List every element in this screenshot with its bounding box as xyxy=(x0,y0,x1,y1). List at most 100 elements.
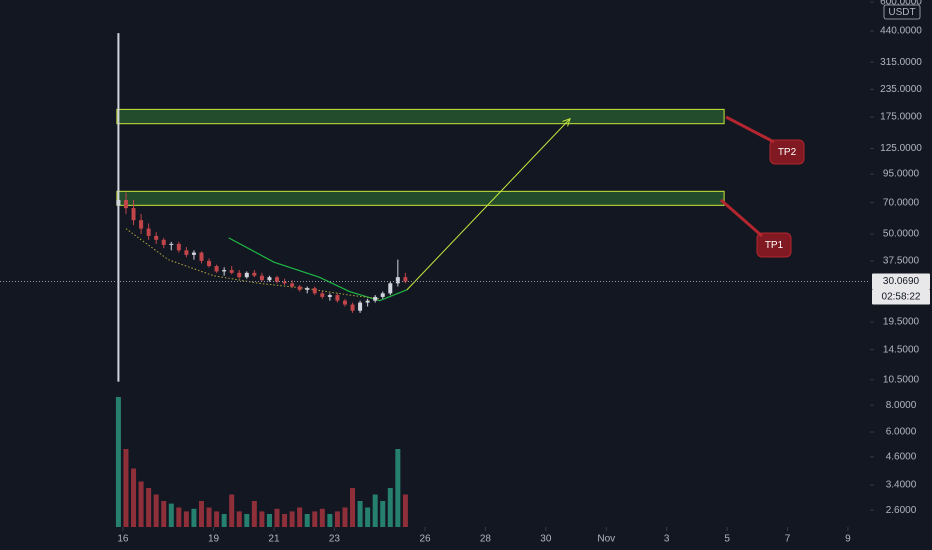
volume-bar xyxy=(327,514,333,527)
candle-body xyxy=(312,288,317,294)
candle-body xyxy=(342,300,347,305)
candle-body xyxy=(403,277,408,282)
volume-bar xyxy=(289,511,295,527)
candle-body xyxy=(252,272,257,276)
y-tick-label: 8.0000 xyxy=(886,400,917,411)
candle-body xyxy=(305,288,310,290)
candle-body xyxy=(350,304,355,311)
x-tick-label: 23 xyxy=(329,534,341,545)
candle-body xyxy=(365,300,370,303)
x-tick-label: 3 xyxy=(664,534,670,545)
candle-body xyxy=(123,199,128,209)
indicator-line xyxy=(228,237,408,302)
volume-bar xyxy=(229,494,235,527)
arrow-head xyxy=(562,117,571,127)
volume-bar xyxy=(168,503,174,527)
volume-bar xyxy=(312,511,318,527)
volume-bar xyxy=(365,507,371,527)
candle-body xyxy=(116,199,121,206)
y-tick-label: 440.0000 xyxy=(880,26,922,37)
candle-body xyxy=(388,283,393,294)
y-tick-label: 2.6000 xyxy=(886,505,917,516)
volume-bar xyxy=(123,449,129,527)
volume-bar xyxy=(380,501,386,527)
volume-bar xyxy=(131,468,137,527)
callout-box xyxy=(769,139,805,165)
x-tick-label: 19 xyxy=(208,534,220,545)
candle-body xyxy=(139,220,144,229)
target-zone xyxy=(116,190,725,206)
y-tick-label: 235.0000 xyxy=(880,84,922,95)
candle-body xyxy=(146,228,151,236)
volume-bar xyxy=(236,511,242,527)
volume-bar xyxy=(304,514,310,527)
candle-body xyxy=(237,272,242,278)
volume-bar xyxy=(206,507,212,527)
candle-body xyxy=(335,295,340,301)
volume-bar xyxy=(334,511,340,527)
candle-body xyxy=(222,270,227,272)
candle-body xyxy=(244,272,249,278)
currency-box xyxy=(883,4,921,20)
x-tick-label: Nov xyxy=(597,534,615,545)
candle-body xyxy=(259,275,264,281)
callout-label: TP2 xyxy=(778,147,797,158)
candle-body xyxy=(373,296,378,301)
x-tick-label: 21 xyxy=(268,534,280,545)
volume-bar xyxy=(176,507,182,527)
y-tick-label: 50.0000 xyxy=(883,229,920,240)
volume-bar xyxy=(251,501,257,527)
volume-bar xyxy=(387,488,393,527)
candle-body xyxy=(275,277,280,282)
y-tick-label: 10.5000 xyxy=(883,374,920,385)
volume-bar xyxy=(319,508,325,527)
y-tick-label: 70.0000 xyxy=(883,197,920,208)
y-tick-label: 95.0000 xyxy=(883,169,920,180)
volume-bar xyxy=(191,508,197,527)
candle-body xyxy=(154,235,159,240)
candle-body xyxy=(380,293,385,297)
y-tick-label: 3.4000 xyxy=(886,480,917,491)
y-tick-label: 600.0000 xyxy=(880,0,922,8)
volume-bar xyxy=(274,508,280,527)
callout-pointer xyxy=(725,115,775,144)
x-tick-label: 28 xyxy=(480,534,492,545)
candle-body xyxy=(267,277,272,281)
volume-bar xyxy=(282,514,288,527)
volume-bar xyxy=(214,511,220,527)
target-arrow xyxy=(406,118,571,291)
x-tick-label: 7 xyxy=(785,534,791,545)
y-tick-label: 37.5000 xyxy=(883,256,920,267)
volume-bar xyxy=(372,494,378,527)
volume-bar xyxy=(198,501,204,527)
plot xyxy=(0,33,870,527)
candle-body xyxy=(184,250,189,255)
volume-bar xyxy=(244,514,250,527)
candle-body xyxy=(131,208,136,221)
y-tick-label: 6.0000 xyxy=(886,427,917,438)
candle-body xyxy=(297,286,302,290)
volume-bar xyxy=(342,507,348,527)
callout-box xyxy=(756,232,792,258)
target-zone xyxy=(116,108,725,125)
candle-body xyxy=(161,239,166,245)
x-tick-label: 26 xyxy=(419,534,431,545)
volume-bar xyxy=(266,514,272,527)
candle-body xyxy=(191,252,196,255)
y-tick-label: 19.5000 xyxy=(883,317,920,328)
countdown-box xyxy=(872,289,930,305)
volume-bar xyxy=(115,397,121,527)
candle-body xyxy=(290,283,295,287)
y-tick-label: 175.0000 xyxy=(880,112,922,123)
candle-body xyxy=(282,281,287,284)
volume-bar xyxy=(183,511,189,527)
candle-body xyxy=(207,260,212,267)
volume-bar xyxy=(350,488,356,527)
volume-bar xyxy=(259,511,265,527)
candle-body xyxy=(169,243,174,245)
volume-bar xyxy=(395,449,401,527)
candle-body xyxy=(199,252,204,261)
volume-bar xyxy=(138,481,144,527)
callout-pointer xyxy=(720,198,763,238)
